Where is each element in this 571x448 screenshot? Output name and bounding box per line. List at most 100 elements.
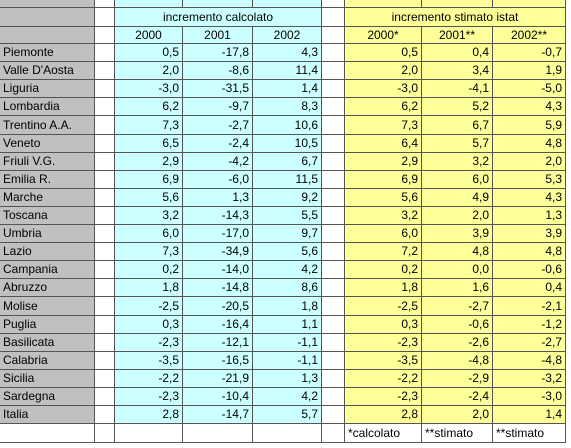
- region-name: Sicilia: [0, 370, 95, 388]
- value-cell: -21,9: [183, 370, 253, 388]
- value-cell: -3,0: [493, 388, 566, 406]
- value-cell: -12,1: [183, 334, 253, 352]
- value-cell: 6,7: [422, 116, 493, 135]
- region-name: Abruzzo: [0, 279, 95, 297]
- value-cell: -6,0: [183, 171, 253, 189]
- cell: [322, 406, 345, 424]
- value-cell: 8,6: [253, 279, 322, 297]
- region-name: Umbria: [0, 225, 95, 243]
- value-cell: 1,3: [183, 189, 253, 207]
- cell: [95, 80, 115, 98]
- value-cell: -9,7: [183, 98, 253, 116]
- value-cell: -4,8: [493, 352, 566, 370]
- year-header: 2000: [115, 27, 183, 44]
- cell: [95, 334, 115, 352]
- region-name: Friuli V.G.: [0, 153, 95, 171]
- value-cell: 5,6: [253, 243, 322, 261]
- cell: [95, 153, 115, 171]
- cell: [0, 8, 95, 27]
- value-cell: 6,5: [115, 135, 183, 153]
- value-cell: 0,4: [493, 279, 566, 297]
- value-cell: -3,0: [115, 80, 183, 98]
- value-cell: 4,9: [422, 189, 493, 207]
- value-cell: 6,7: [253, 153, 322, 171]
- cell: [322, 316, 345, 334]
- value-cell: -16,5: [183, 352, 253, 370]
- value-cell: 8,3: [253, 98, 322, 116]
- cell: [95, 116, 115, 135]
- cell: [95, 8, 115, 27]
- value-cell: -5,0: [493, 80, 566, 98]
- value-cell: 1,9: [493, 62, 566, 80]
- value-cell: -34,9: [183, 243, 253, 261]
- value-cell: 2,8: [345, 406, 422, 424]
- value-cell: -20,5: [183, 297, 253, 316]
- cell: [322, 424, 345, 443]
- year-header: 2002: [253, 27, 322, 44]
- region-name: Piemonte: [0, 44, 95, 62]
- cell: [95, 207, 115, 225]
- value-cell: 3,2: [345, 207, 422, 225]
- year-header: 2001: [183, 27, 253, 44]
- value-cell: 4,8: [493, 243, 566, 261]
- value-cell: 3,2: [115, 207, 183, 225]
- value-cell: -1,2: [493, 316, 566, 334]
- value-cell: 1,8: [115, 279, 183, 297]
- value-cell: 4,3: [493, 98, 566, 116]
- value-cell: -0,7: [493, 44, 566, 62]
- cell: [0, 0, 95, 8]
- region-name: Basilicata: [0, 334, 95, 352]
- region-name: Calabria: [0, 352, 95, 370]
- cell: [95, 352, 115, 370]
- cell: [322, 225, 345, 243]
- value-cell: 10,5: [253, 135, 322, 153]
- cell: [95, 135, 115, 153]
- value-cell: 9,2: [253, 189, 322, 207]
- value-cell: -3,2: [493, 370, 566, 388]
- value-cell: 0,3: [115, 316, 183, 334]
- cell: [322, 0, 345, 8]
- value-cell: 10,6: [253, 116, 322, 135]
- value-cell: -3,5: [345, 352, 422, 370]
- value-cell: -2,7: [493, 334, 566, 352]
- cell: [95, 297, 115, 316]
- value-cell: 1,1: [253, 316, 322, 334]
- year-header: 2000*: [345, 27, 422, 44]
- value-cell: 5,7: [253, 406, 322, 424]
- group-header: incremento calcolato: [115, 8, 322, 27]
- value-cell: 2,9: [345, 153, 422, 171]
- value-cell: -2,3: [115, 388, 183, 406]
- value-cell: 5,2: [422, 98, 493, 116]
- value-cell: 2,0: [115, 62, 183, 80]
- region-name: Veneto: [0, 135, 95, 153]
- value-cell: 4,8: [422, 243, 493, 261]
- value-cell: 6,2: [345, 98, 422, 116]
- value-cell: 7,3: [115, 243, 183, 261]
- value-cell: 1,3: [253, 370, 322, 388]
- cell: [322, 297, 345, 316]
- value-cell: 0,5: [345, 44, 422, 62]
- cell: [422, 0, 493, 8]
- value-cell: -1,1: [253, 352, 322, 370]
- value-cell: 7,2: [345, 243, 422, 261]
- value-cell: -8,6: [183, 62, 253, 80]
- value-cell: -4,8: [422, 352, 493, 370]
- value-cell: -3,0: [345, 80, 422, 98]
- value-cell: 0,2: [115, 261, 183, 279]
- value-cell: 4,3: [493, 189, 566, 207]
- value-cell: 0,5: [115, 44, 183, 62]
- value-cell: -10,4: [183, 388, 253, 406]
- cell: [95, 370, 115, 388]
- cell: [95, 388, 115, 406]
- cell: [322, 189, 345, 207]
- value-cell: 2,9: [115, 153, 183, 171]
- cell: [322, 334, 345, 352]
- value-cell: -16,4: [183, 316, 253, 334]
- value-cell: 7,3: [115, 116, 183, 135]
- value-cell: 1,4: [253, 80, 322, 98]
- value-cell: 11,5: [253, 171, 322, 189]
- value-cell: 5,9: [493, 116, 566, 135]
- cell: [95, 316, 115, 334]
- cell: [115, 0, 183, 8]
